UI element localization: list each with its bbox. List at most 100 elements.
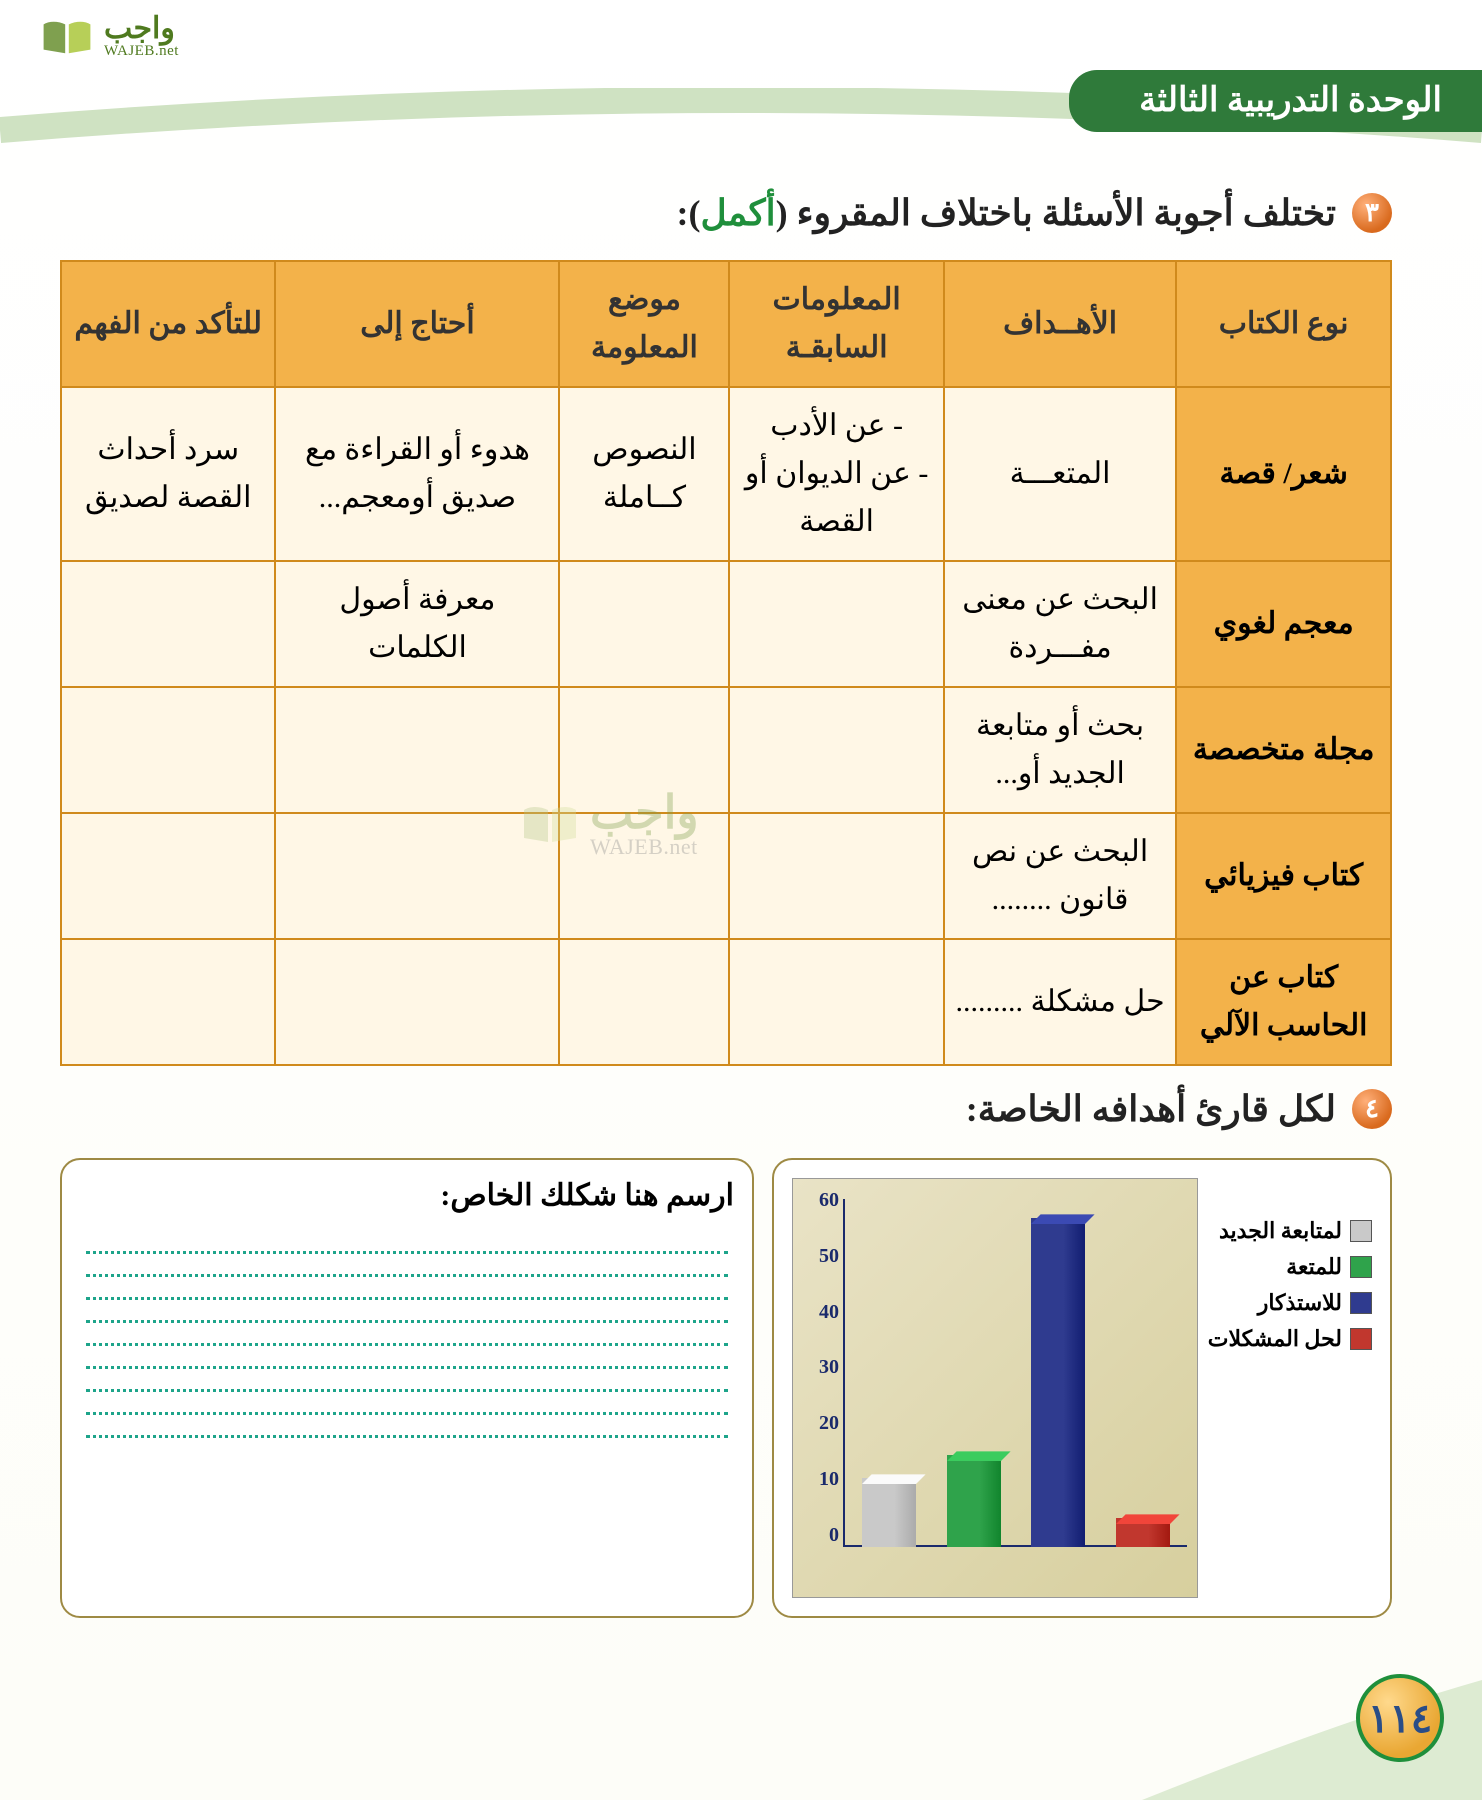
legend-swatch (1350, 1220, 1372, 1242)
bar-chart: 60 50 40 30 20 10 0 (792, 1178, 1198, 1598)
q3-highlight: أكمل (700, 193, 775, 233)
th: موضع المعلومة (559, 261, 729, 387)
row-head-cell: شعر/ قصة (1176, 387, 1391, 561)
legend-label: لمتابعة الجديد (1219, 1218, 1342, 1244)
draw-panel: ارسم هنا شكلك الخاص: (60, 1158, 754, 1618)
th: المعلومات السابقـة (729, 261, 943, 387)
book-icon (40, 17, 94, 57)
table-cell (61, 939, 275, 1065)
th: نوع الكتاب (1176, 261, 1391, 387)
table-cell (275, 687, 559, 813)
dotted-line (86, 1297, 728, 1300)
header: الوحدة التدريبية الثالثة (0, 70, 1482, 150)
row-head-cell: معجم لغوي (1176, 561, 1391, 687)
legend-item: لحل المشكلات (1208, 1326, 1372, 1352)
dotted-line (86, 1251, 728, 1254)
chart-legend: لمتابعة الجديد للمتعة للاستذكار لحل المشكلا… (1208, 1218, 1372, 1598)
question-4: ٤ لكل قارئ أهدافه الخاصة: (60, 1088, 1392, 1130)
table-row: كتاب فيزيائيالبحث عن نص قانون ........ (61, 813, 1391, 939)
table-cell: النصوص كــاملة (559, 387, 729, 561)
q3-pre: تختلف أجوبة الأسئلة باختلاف المقروء ( (776, 193, 1336, 233)
table-cell: البحث عن نص قانون ........ (944, 813, 1176, 939)
table-cell (275, 939, 559, 1065)
th: للتأكد من الفهم (61, 261, 275, 387)
unit-title: الوحدة التدريبية الثالثة (1069, 70, 1482, 132)
table-cell (729, 939, 943, 1065)
content: ٣ تختلف أجوبة الأسئلة باختلاف المقروء (أ… (60, 170, 1392, 1618)
page: واجب WAJEB.net الوحدة التدريبية الثالثة … (0, 0, 1482, 1800)
bullet-icon: ٤ (1352, 1089, 1392, 1129)
question-3: ٣ تختلف أجوبة الأسئلة باختلاف المقروء (أ… (60, 192, 1392, 234)
row-head-cell: كتاب عن الحاسب الآلي (1176, 939, 1391, 1065)
dotted-line (86, 1320, 728, 1323)
table-row: شعر/ قصةالمتعـــة- عن الأدب - عن الديوان… (61, 387, 1391, 561)
legend-label: للمتعة (1286, 1254, 1342, 1280)
y-tick: 60 (799, 1189, 839, 1212)
y-tick: 20 (799, 1412, 839, 1435)
y-axis-ticks: 60 50 40 30 20 10 0 (799, 1189, 839, 1547)
table-cell: المتعـــة (944, 387, 1176, 561)
brand-name-ar: واجب (104, 14, 175, 44)
dotted-lines (80, 1231, 734, 1458)
watermark: واجب WAJEB.net (520, 790, 699, 858)
table-cell: بحث أو متابعة الجديد أو... (944, 687, 1176, 813)
table-cell: البحث عن معنى مفـــردة (944, 561, 1176, 687)
watermark-ar: واجب (590, 790, 699, 836)
table-cell (275, 813, 559, 939)
brand-logo: واجب WAJEB.net (40, 14, 179, 59)
dotted-line (86, 1389, 728, 1392)
table-row: مجلة متخصصةبحث أو متابعة الجديد أو... (61, 687, 1391, 813)
chart-panel: 60 50 40 30 20 10 0 لمتابعة الجديد للمتعة للاستذ… (772, 1158, 1392, 1618)
legend-item: للمتعة (1208, 1254, 1372, 1280)
watermark-en: WAJEB.net (590, 836, 698, 858)
dotted-line (86, 1366, 728, 1369)
dotted-line (86, 1274, 728, 1277)
page-number: ١١٤ (1356, 1674, 1444, 1762)
y-tick: 0 (799, 1524, 839, 1547)
legend-swatch (1350, 1328, 1372, 1350)
y-tick: 50 (799, 1245, 839, 1268)
table-cell (61, 561, 275, 687)
bar (1031, 1218, 1085, 1547)
th: الأهــداف (944, 261, 1176, 387)
bullet-icon: ٣ (1352, 193, 1392, 233)
legend-swatch (1350, 1292, 1372, 1314)
y-tick: 30 (799, 1356, 839, 1379)
brand-name-en: WAJEB.net (104, 44, 179, 59)
y-tick: 10 (799, 1468, 839, 1491)
table-cell (729, 687, 943, 813)
dotted-line (86, 1343, 728, 1346)
table-cell: هدوء أو القراءة مع صديق أومعجم... (275, 387, 559, 561)
section-4: 60 50 40 30 20 10 0 لمتابعة الجديد للمتعة للاستذ… (60, 1158, 1392, 1618)
dotted-line (86, 1435, 728, 1438)
bar (947, 1455, 1001, 1547)
draw-title: ارسم هنا شكلك الخاص: (80, 1178, 734, 1213)
question-4-text: لكل قارئ أهدافه الخاصة: (966, 1088, 1336, 1130)
dotted-line (86, 1412, 728, 1415)
table-cell (61, 813, 275, 939)
question-3-text: تختلف أجوبة الأسئلة باختلاف المقروء (أكم… (676, 192, 1336, 234)
legend-label: لحل المشكلات (1208, 1326, 1342, 1352)
table-row: كتاب عن الحاسب الآليحل مشكلة ......... (61, 939, 1391, 1065)
table-cell (729, 813, 943, 939)
legend-swatch (1350, 1256, 1372, 1278)
y-tick: 40 (799, 1301, 839, 1324)
table-cell (729, 561, 943, 687)
row-head-cell: مجلة متخصصة (1176, 687, 1391, 813)
table-header-row: نوع الكتاب الأهــداف المعلومات السابقـة … (61, 261, 1391, 387)
table-cell (559, 939, 729, 1065)
table-cell (61, 687, 275, 813)
y-axis-line (843, 1199, 845, 1547)
legend-label: للاستذكار (1258, 1290, 1342, 1316)
th: أحتاج إلى (275, 261, 559, 387)
legend-item: لمتابعة الجديد (1208, 1218, 1372, 1244)
bar (862, 1478, 916, 1547)
bar (1116, 1518, 1170, 1547)
book-icon (520, 801, 580, 847)
table-cell: سرد أحداث القصة لصديق (61, 387, 275, 561)
bars-container (847, 1201, 1185, 1547)
row-head-cell: كتاب فيزيائي (1176, 813, 1391, 939)
reading-table: نوع الكتاب الأهــداف المعلومات السابقـة … (60, 260, 1392, 1066)
q3-post: ): (676, 193, 700, 233)
table-cell: معرفة أصول الكلمات (275, 561, 559, 687)
